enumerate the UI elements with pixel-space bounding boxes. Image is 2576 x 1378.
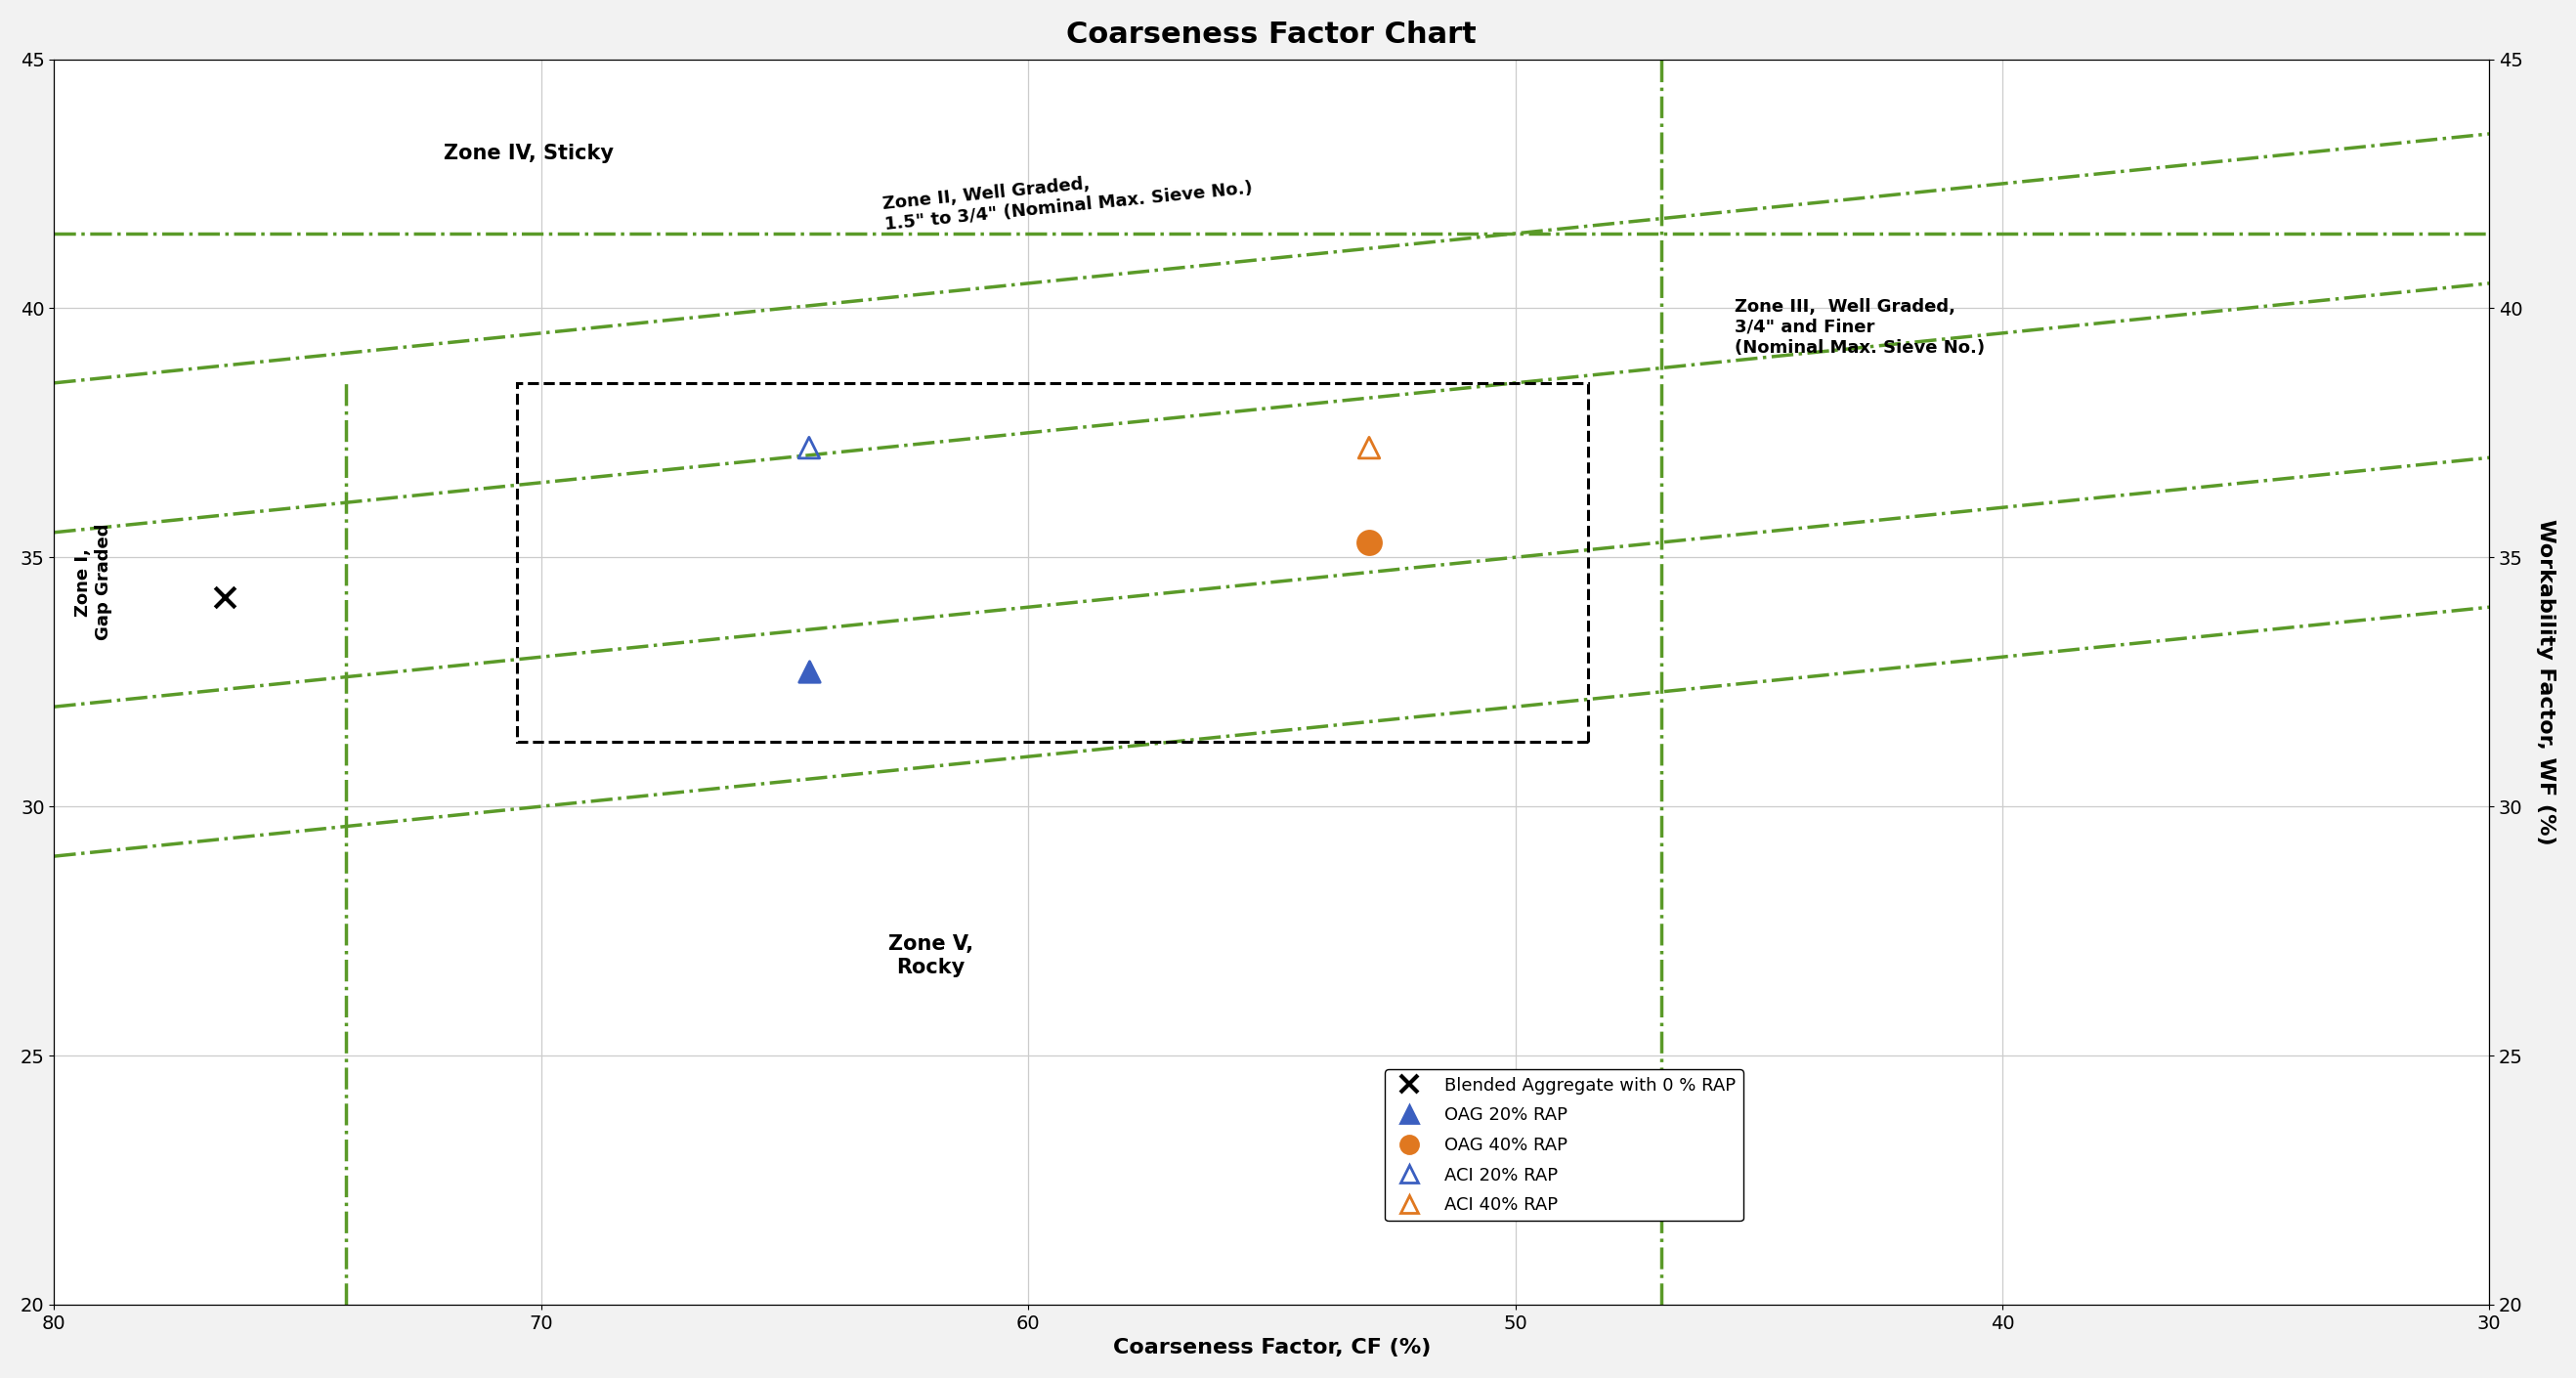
- Y-axis label: Workability Factor, WF (%): Workability Factor, WF (%): [2537, 520, 2555, 845]
- Text: Zone V,
Rocky: Zone V, Rocky: [889, 934, 974, 977]
- X-axis label: Coarseness Factor, CF (%): Coarseness Factor, CF (%): [1113, 1338, 1430, 1357]
- Text: Zone III,  Well Graded,
3/4" and Finer
(Nominal Max. Sieve No.): Zone III, Well Graded, 3/4" and Finer (N…: [1734, 298, 1984, 357]
- Title: Coarseness Factor Chart: Coarseness Factor Chart: [1066, 21, 1476, 48]
- Bar: [518, 383, 1589, 741]
- Text: Zone IV, Sticky: Zone IV, Sticky: [443, 143, 613, 164]
- Point: [1347, 532, 1388, 554]
- Point: [1347, 437, 1388, 459]
- Point: [788, 661, 829, 683]
- Legend: Blended Aggregate with 0 % RAP, OAG 20% RAP, OAG 40% RAP, ACI 20% RAP, ACI 40% R: Blended Aggregate with 0 % RAP, OAG 20% …: [1386, 1069, 1744, 1221]
- Point: [204, 586, 245, 608]
- Point: [788, 437, 829, 459]
- Text: Zone I,
Gap Graded: Zone I, Gap Graded: [75, 524, 113, 641]
- Text: Zone II, Well Graded,
1.5" to 3/4" (Nominal Max. Sieve No.): Zone II, Well Graded, 1.5" to 3/4" (Nomi…: [881, 158, 1255, 233]
